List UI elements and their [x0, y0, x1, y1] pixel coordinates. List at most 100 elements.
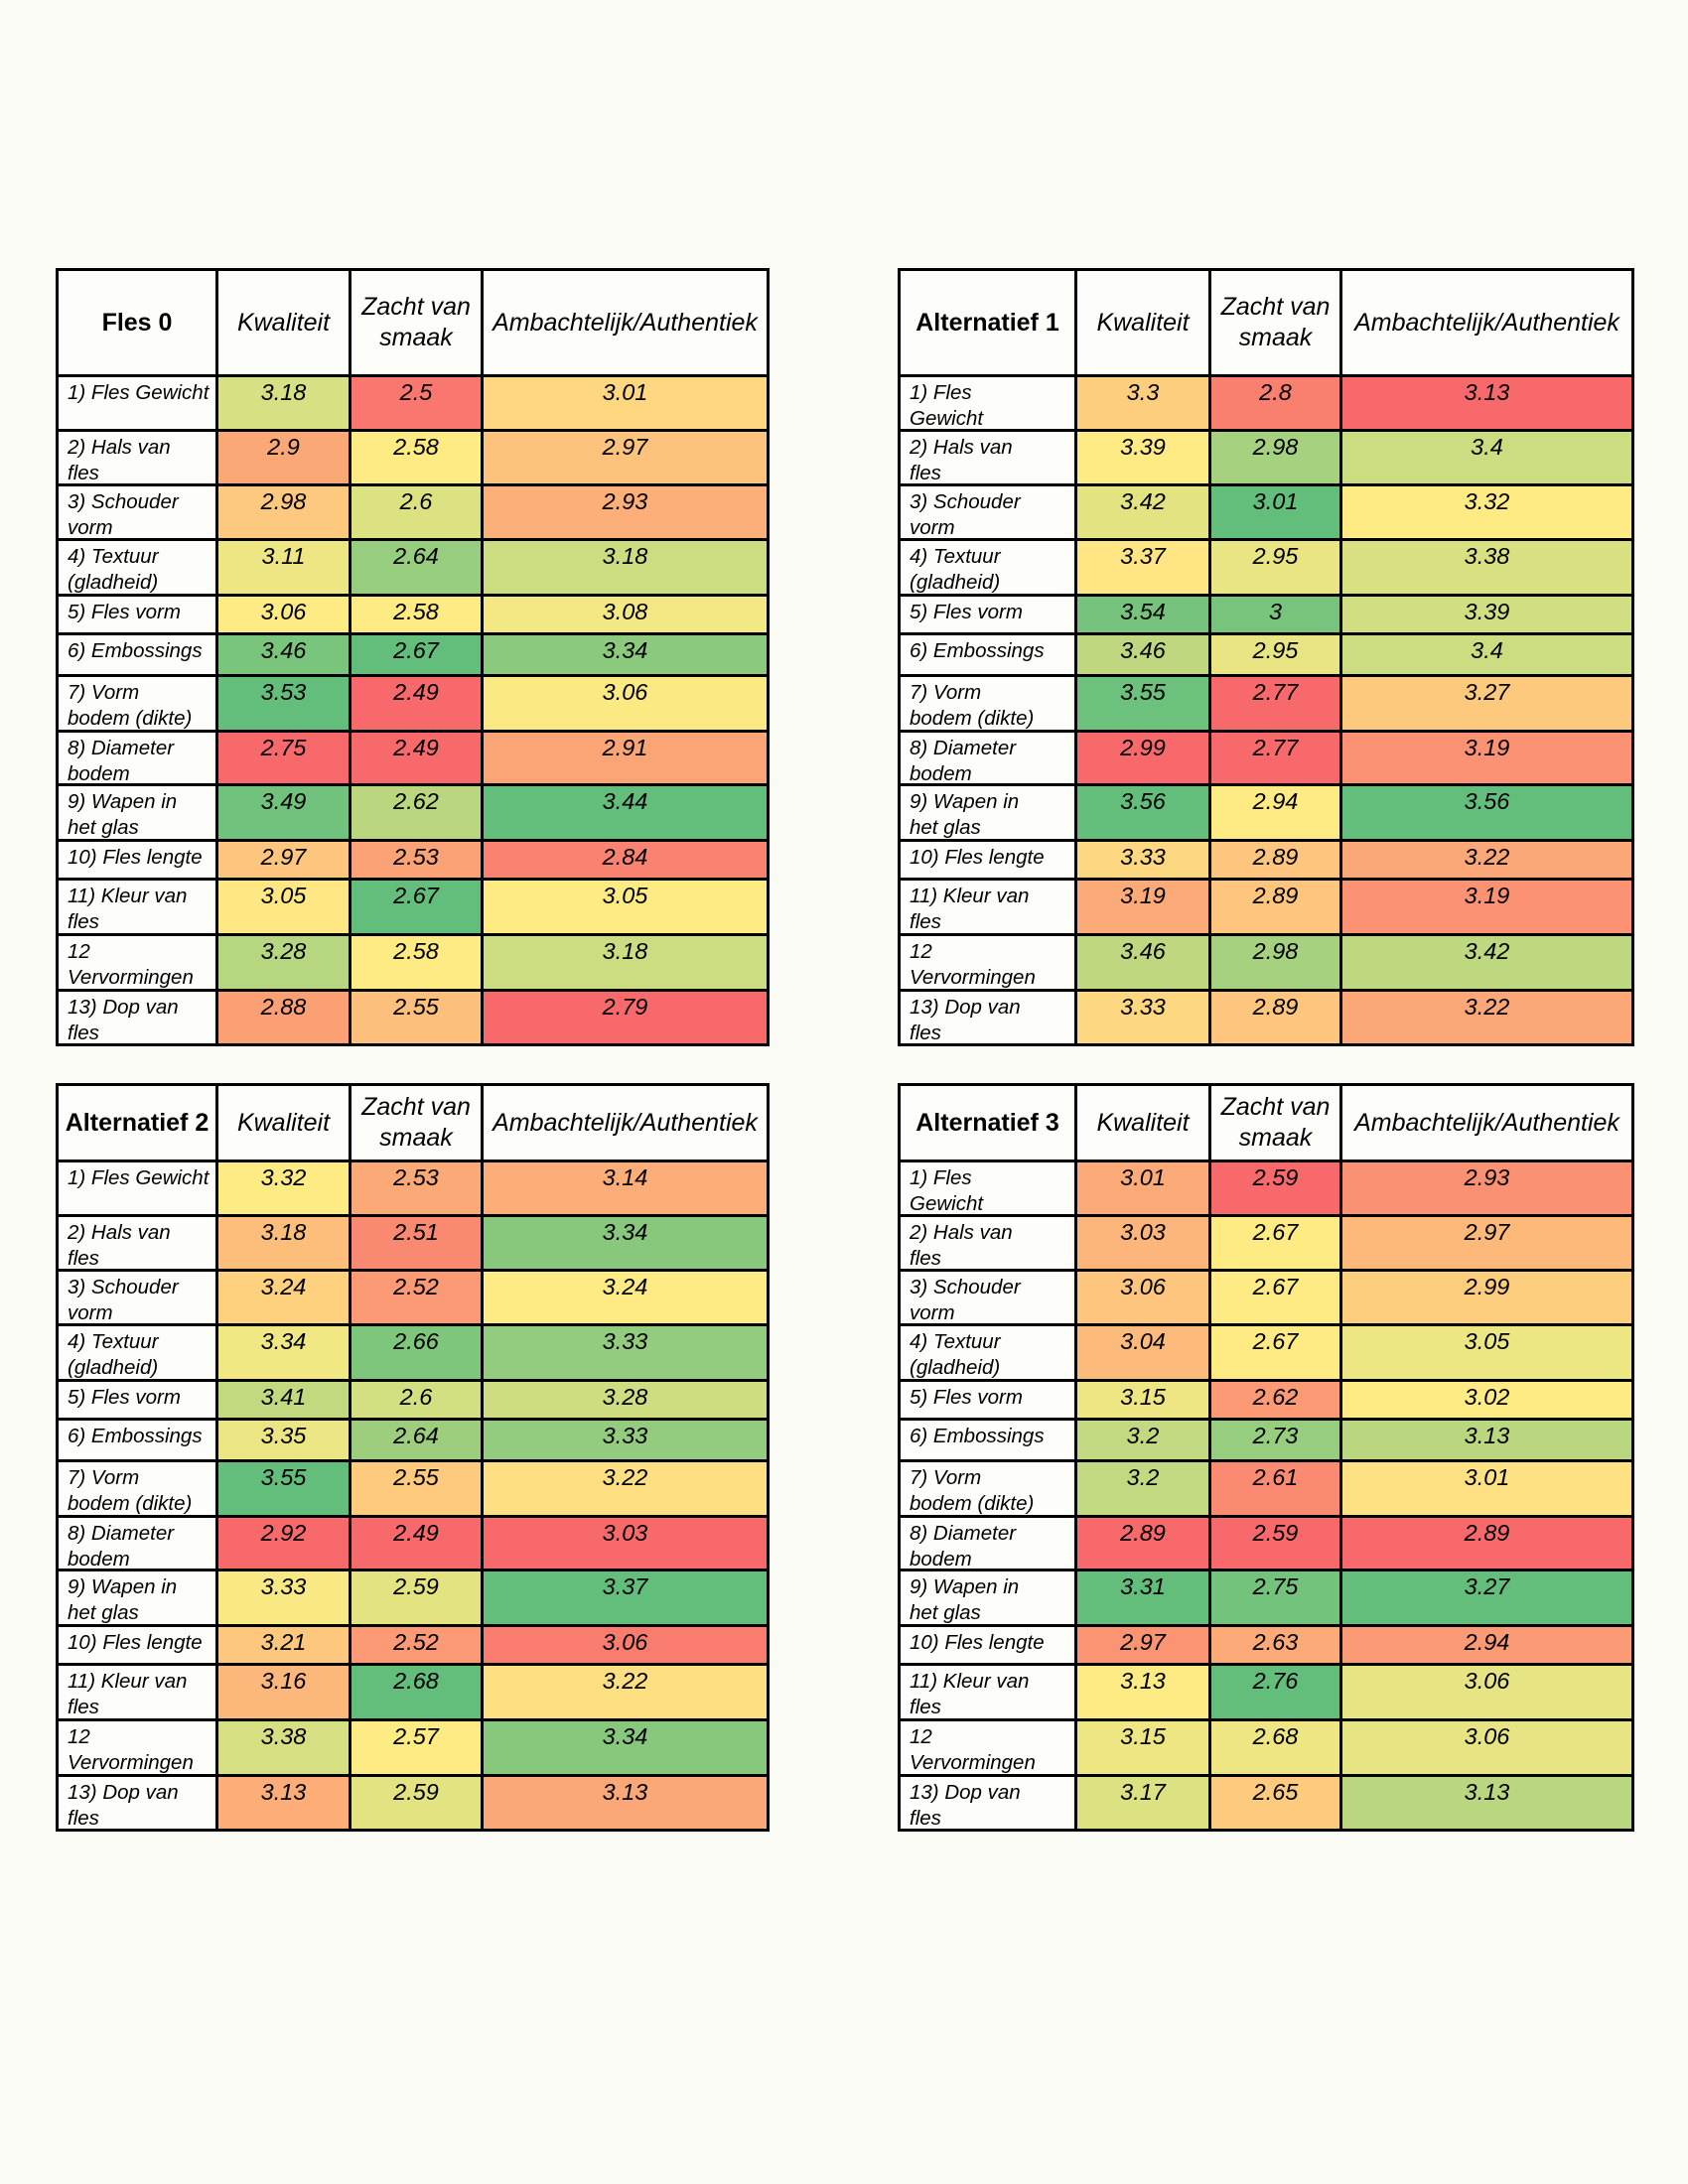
value-cell: 3.39	[1342, 597, 1634, 635]
column-header: Kwaliteit	[218, 1086, 352, 1162]
value-cell: 2.93	[1342, 1162, 1634, 1217]
column-header: Kwaliteit	[1077, 271, 1211, 377]
value-cell: 3.19	[1077, 881, 1211, 936]
value-cell: 2.59	[352, 1777, 484, 1832]
value-cell: 3.15	[1077, 1721, 1211, 1777]
row-label: 7) Vorm bodem (dikte)	[901, 1462, 1077, 1518]
value-cell: 3.05	[1342, 1326, 1634, 1382]
value-cell: 2.79	[484, 992, 770, 1046]
value-cell: 2.49	[352, 1518, 484, 1571]
heatmap-table-fles-0: Fles 0 Kwaliteit Zacht van smaak Ambachtelij…	[56, 268, 770, 1046]
value-cell: 3.11	[218, 541, 352, 597]
column-header: Ambachtelijk/Authentiek	[1342, 1086, 1634, 1162]
value-cell: 3.33	[484, 1421, 770, 1462]
value-cell: 3.13	[218, 1777, 352, 1832]
row-label: 2) Hals van fles	[901, 432, 1077, 486]
table-title: Alternatief 3	[901, 1086, 1077, 1162]
column-header: Kwaliteit	[218, 271, 352, 377]
value-cell: 2.55	[352, 992, 484, 1046]
value-cell: 2.67	[1211, 1326, 1342, 1382]
value-cell: 3.17	[1077, 1777, 1211, 1832]
column-header: Kwaliteit	[1077, 1086, 1211, 1162]
value-cell: 3.13	[1342, 1777, 1634, 1832]
value-cell: 3.15	[1077, 1382, 1211, 1421]
row-label: 10) Fles lengte	[59, 1627, 218, 1666]
value-cell: 2.95	[1211, 541, 1342, 597]
value-cell: 3.22	[484, 1666, 770, 1721]
value-cell: 2.89	[1077, 1518, 1211, 1571]
value-cell: 2.58	[352, 597, 484, 635]
value-cell: 3.32	[218, 1162, 352, 1217]
value-cell: 3	[1211, 597, 1342, 635]
value-cell: 2.62	[352, 786, 484, 842]
value-cell: 3.27	[1342, 1571, 1634, 1627]
value-cell: 3.01	[1077, 1162, 1211, 1217]
value-cell: 3.21	[218, 1627, 352, 1666]
value-cell: 3.38	[218, 1721, 352, 1777]
value-cell: 2.89	[1211, 881, 1342, 936]
value-cell: 2.67	[352, 635, 484, 677]
value-cell: 2.89	[1342, 1518, 1634, 1571]
value-cell: 2.59	[1211, 1518, 1342, 1571]
value-cell: 3.28	[218, 936, 352, 992]
value-cell: 3.4	[1342, 635, 1634, 677]
column-header: Ambachtelijk/Authentiek	[484, 1086, 770, 1162]
value-cell: 3.01	[484, 377, 770, 432]
value-cell: 3.19	[1342, 733, 1634, 786]
row-label: 1) Fles Gewicht	[901, 377, 1077, 432]
table-title: Alternatief 2	[59, 1086, 218, 1162]
value-cell: 2.52	[352, 1272, 484, 1326]
value-cell: 2.98	[1211, 936, 1342, 992]
row-label: 3) Schouder vorm	[59, 1272, 218, 1326]
value-cell: 3.34	[484, 635, 770, 677]
value-cell: 3.34	[484, 1217, 770, 1272]
value-cell: 2.76	[1211, 1666, 1342, 1721]
row-label: 12 Vervormingen	[901, 1721, 1077, 1777]
value-cell: 2.8	[1211, 377, 1342, 432]
value-cell: 2.58	[352, 432, 484, 486]
value-cell: 3.34	[484, 1721, 770, 1777]
value-cell: 3.28	[484, 1382, 770, 1421]
row-label: 13) Dop van fles	[901, 1777, 1077, 1832]
value-cell: 3.2	[1077, 1421, 1211, 1462]
value-cell: 2.55	[352, 1462, 484, 1518]
row-label: 11) Kleur van fles	[59, 1666, 218, 1721]
value-cell: 2.63	[1211, 1627, 1342, 1666]
row-label: 9) Wapen in het glas	[59, 786, 218, 842]
heatmap-table-alternatief-1: Alternatief 1 Kwaliteit Zacht van smaak Amba…	[898, 268, 1634, 1046]
row-label: 4) Textuur (gladheid)	[901, 1326, 1077, 1382]
value-cell: 2.95	[1211, 635, 1342, 677]
value-cell: 3.27	[1342, 677, 1634, 733]
value-cell: 2.65	[1211, 1777, 1342, 1832]
row-label: 10) Fles lengte	[59, 842, 218, 881]
value-cell: 3.06	[1342, 1666, 1634, 1721]
row-label: 7) Vorm bodem (dikte)	[901, 677, 1077, 733]
row-label: 4) Textuur (gladheid)	[59, 1326, 218, 1382]
row-label: 4) Textuur (gladheid)	[59, 541, 218, 597]
column-header: Ambachtelijk/Authentiek	[484, 271, 770, 377]
row-label: 7) Vorm bodem (dikte)	[59, 1462, 218, 1518]
value-cell: 3.32	[1342, 486, 1634, 541]
row-label: 13) Dop van fles	[59, 1777, 218, 1832]
value-cell: 2.75	[218, 733, 352, 786]
row-label: 1) Fles Gewicht	[901, 1162, 1077, 1217]
value-cell: 2.77	[1211, 733, 1342, 786]
row-label: 10) Fles lengte	[901, 842, 1077, 881]
row-label: 5) Fles vorm	[901, 597, 1077, 635]
value-cell: 2.59	[352, 1571, 484, 1627]
value-cell: 3.38	[1342, 541, 1634, 597]
value-cell: 3.54	[1077, 597, 1211, 635]
value-cell: 2.97	[1077, 1627, 1211, 1666]
row-label: 1) Fles Gewicht	[59, 377, 218, 432]
value-cell: 2.89	[1211, 842, 1342, 881]
value-cell: 3.19	[1342, 881, 1634, 936]
value-cell: 2.57	[352, 1721, 484, 1777]
value-cell: 3.53	[218, 677, 352, 733]
table-title: Alternatief 1	[901, 271, 1077, 377]
value-cell: 3.3	[1077, 377, 1211, 432]
row-label: 2) Hals van fles	[901, 1217, 1077, 1272]
value-cell: 2.98	[1211, 432, 1342, 486]
value-cell: 2.61	[1211, 1462, 1342, 1518]
column-header: Zacht van smaak	[1211, 1086, 1342, 1162]
row-label: 1) Fles Gewicht	[59, 1162, 218, 1217]
